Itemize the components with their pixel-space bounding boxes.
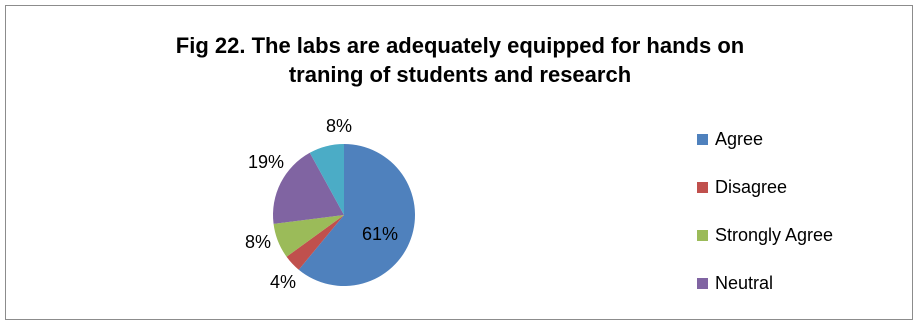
legend-label-disagree: Disagree: [715, 177, 788, 197]
legend-swatch-agree: [697, 134, 708, 145]
pie-slice-agree: [298, 144, 415, 286]
pie-slice-disagree: [286, 215, 344, 270]
legend-swatch-disagree: [697, 182, 708, 193]
chart-title-line-2: traning of students and research: [288, 62, 632, 87]
legend-swatch-neutral: [697, 278, 708, 289]
pie-slice-neutral: [272, 152, 344, 224]
legend-label-strongly-agree: Strongly Agree: [715, 225, 834, 245]
data-label-disagree: 4%: [270, 272, 296, 292]
data-label-other: 8%: [326, 116, 352, 136]
pie-slice-strongly-agree: [273, 215, 344, 257]
chart-title-line-1: Fig 22. The labs are adequately equipped…: [175, 33, 745, 58]
chart-area: [5, 5, 913, 320]
data-label-neutral: 19%: [248, 152, 284, 172]
legend-swatch-strongly-agree: [697, 230, 708, 241]
data-label-agree: 61%: [362, 224, 398, 244]
data-label-strongly-agree: 8%: [245, 232, 271, 252]
legend-label-neutral: Neutral: [715, 273, 774, 293]
legend-label-agree: Agree: [715, 129, 764, 149]
pie-slice-other: [309, 144, 344, 215]
chart-title: Fig 22. The labs are adequately equipped…: [0, 31, 920, 89]
